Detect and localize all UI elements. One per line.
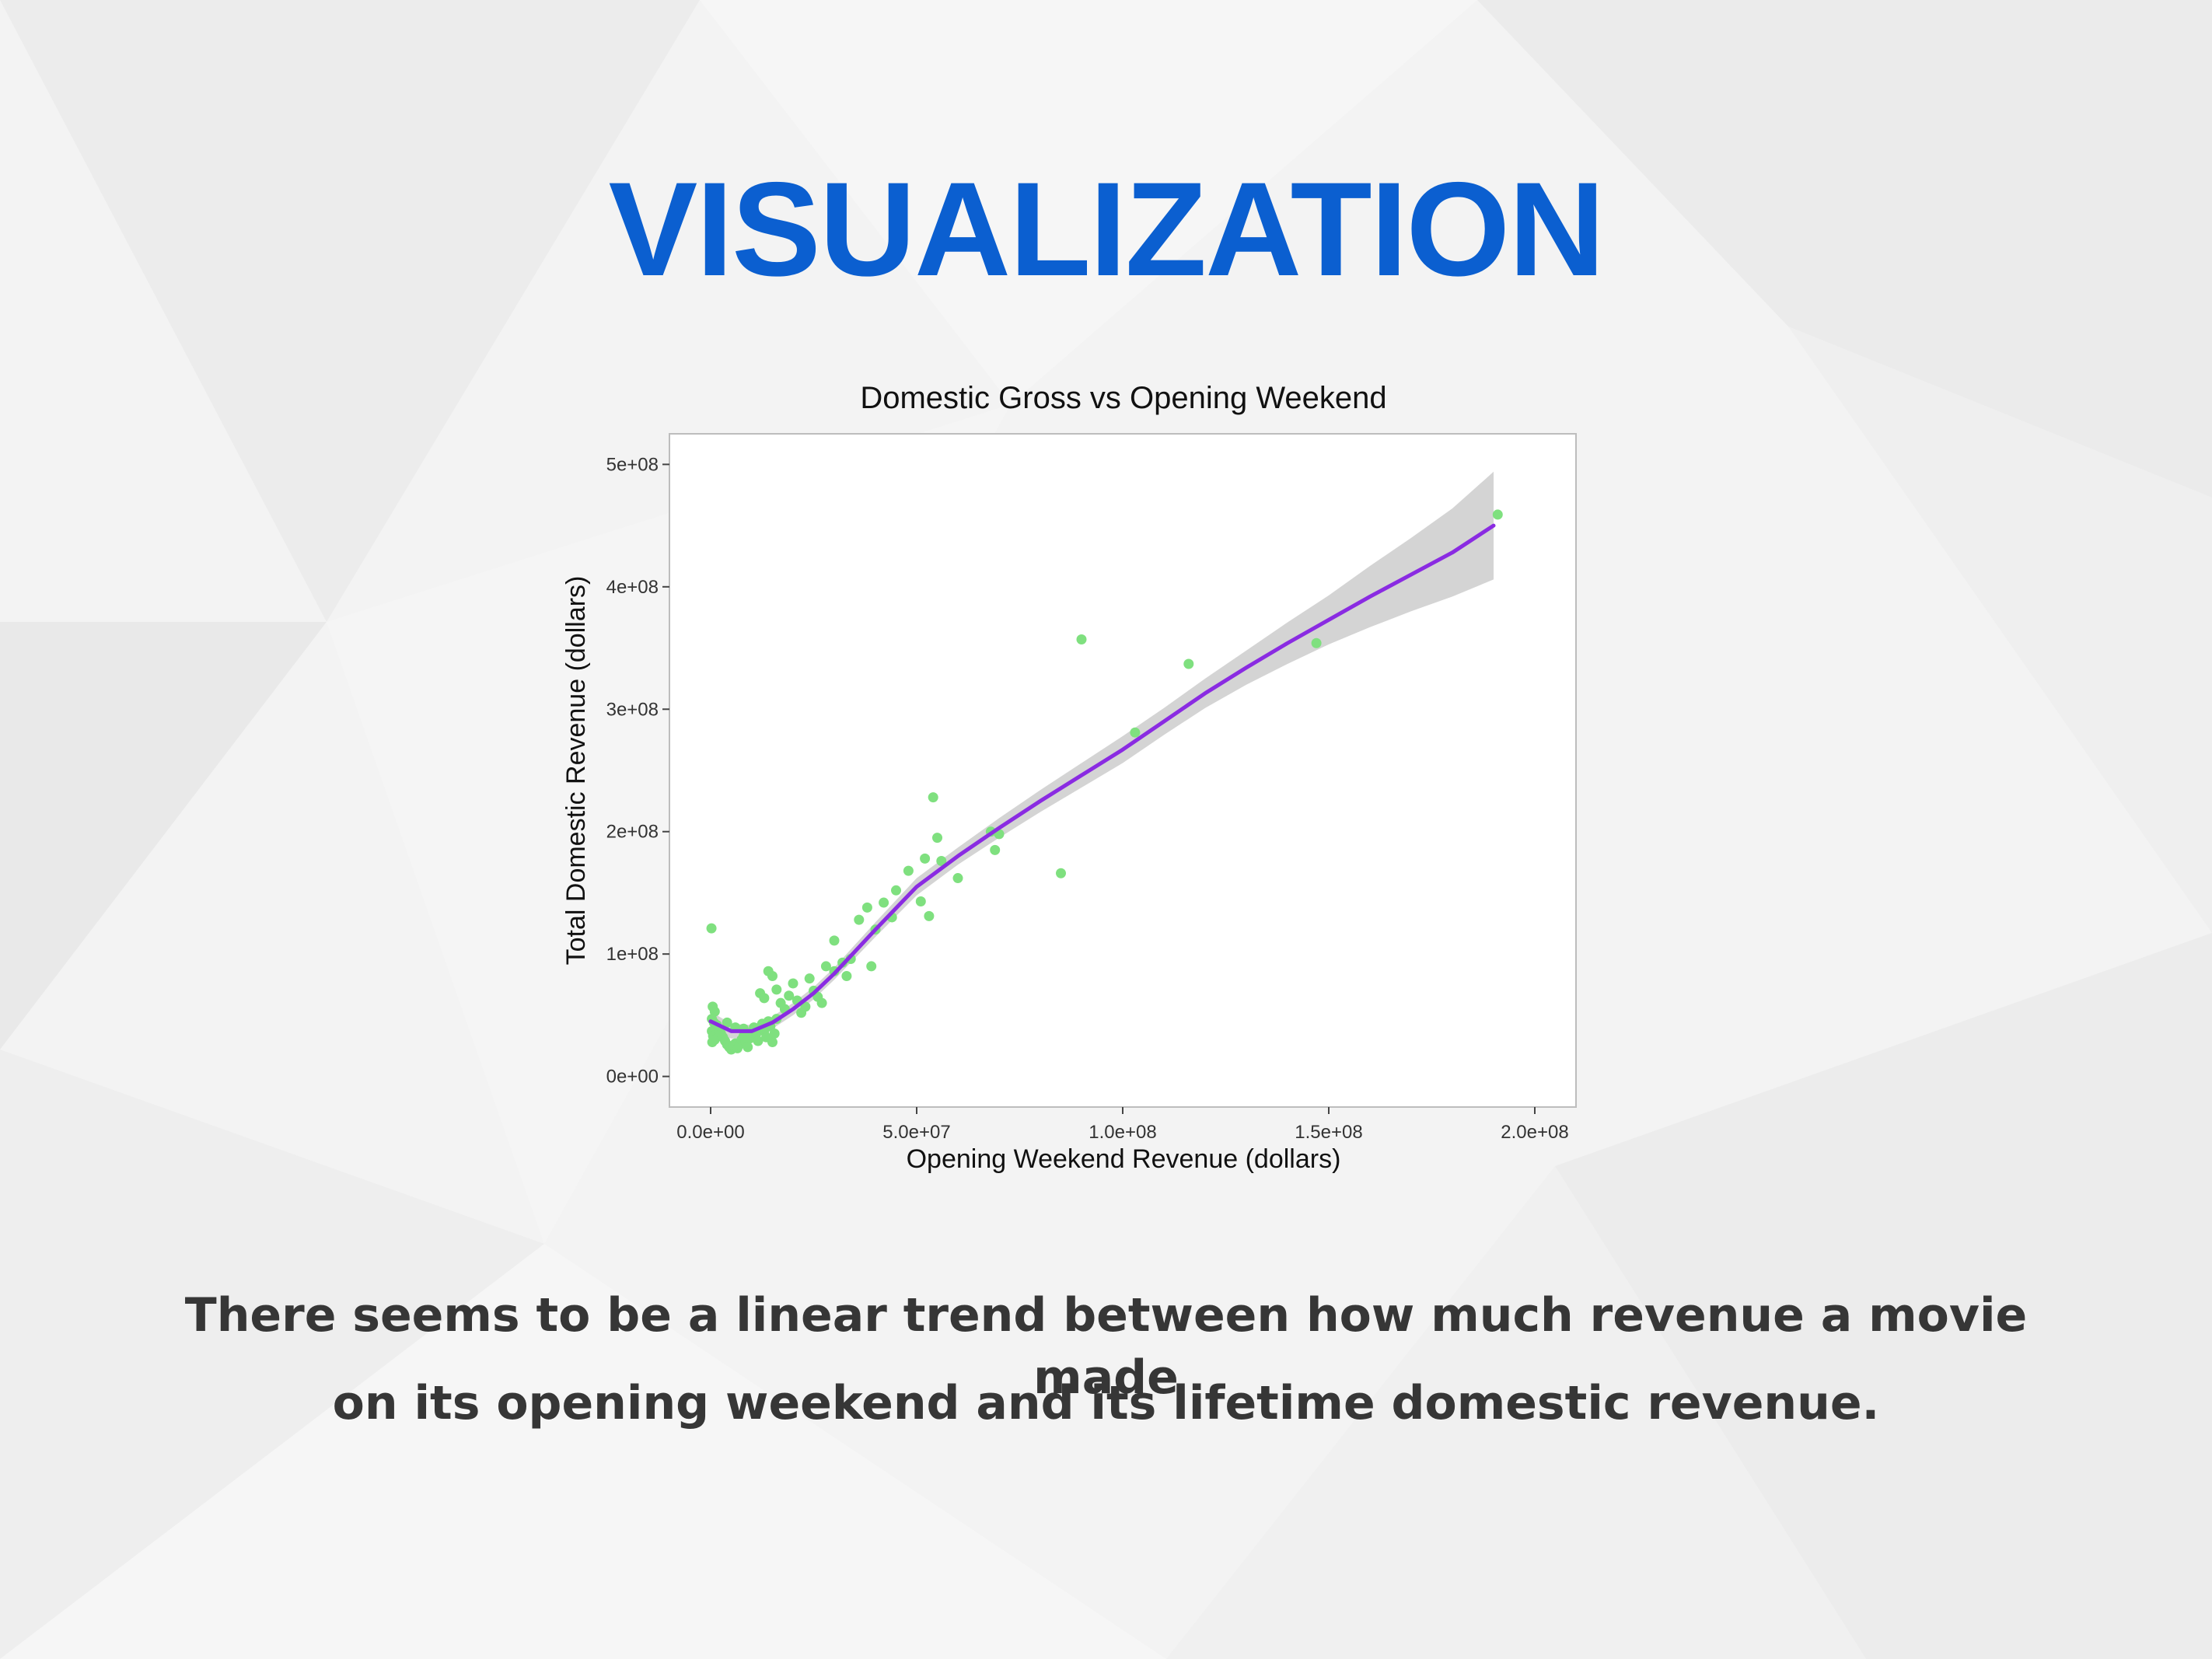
data-point <box>915 896 926 906</box>
data-point <box>928 792 938 803</box>
data-point <box>879 897 889 908</box>
data-point <box>753 1036 764 1046</box>
data-point <box>866 961 877 972</box>
data-point <box>820 961 831 972</box>
data-point <box>936 856 947 867</box>
data-point <box>990 844 1001 855</box>
y-axis-ticks: 0e+00 1e+08 2e+08 3e+08 4e+08 5e+08 <box>606 454 669 1088</box>
data-point <box>1311 637 1322 648</box>
data-point <box>1492 509 1503 520</box>
data-point <box>722 1017 732 1028</box>
data-point <box>707 1037 718 1048</box>
data-point <box>932 833 942 843</box>
data-point <box>804 973 815 984</box>
data-point <box>829 935 840 946</box>
data-point <box>784 990 795 1001</box>
data-point <box>841 971 852 982</box>
data-point <box>903 865 914 876</box>
chart-title: Domestic Gross vs Opening Weekend <box>860 381 1386 415</box>
data-point <box>1130 727 1141 738</box>
data-point <box>952 873 963 884</box>
data-point <box>1056 868 1066 878</box>
x-tick-label: 2.0e+08 <box>1501 1122 1568 1143</box>
y-tick-label: 3e+08 <box>606 699 659 720</box>
y-tick-label: 1e+08 <box>606 944 659 965</box>
data-point <box>891 885 901 896</box>
x-axis-ticks: 0.0e+00 5.0e+07 1.0e+08 1.5e+08 2.0e+08 <box>676 1107 1569 1143</box>
data-point <box>924 910 935 921</box>
y-tick-label: 2e+08 <box>606 822 659 843</box>
y-tick-label: 0e+00 <box>606 1067 659 1088</box>
trend-line <box>708 523 1496 1033</box>
trend-line-layer <box>708 523 1496 1033</box>
data-point <box>800 1001 811 1012</box>
x-tick-label: 1.0e+08 <box>1089 1122 1156 1143</box>
slide-title: VISUALIZATION <box>608 155 1606 304</box>
data-point <box>767 1037 778 1048</box>
y-tick-label: 4e+08 <box>606 577 659 598</box>
data-point <box>706 923 717 934</box>
data-point <box>771 984 782 995</box>
scatter-chart: Domestic Gross vs Opening Weekend 0.0e+0… <box>561 381 1577 1174</box>
data-point <box>854 914 865 925</box>
data-point <box>920 853 931 864</box>
x-tick-label: 5.0e+07 <box>882 1122 950 1143</box>
data-point <box>767 971 778 982</box>
data-point <box>1076 634 1087 645</box>
data-point <box>743 1042 753 1053</box>
data-point <box>816 997 827 1008</box>
x-tick-label: 0.0e+00 <box>676 1122 744 1143</box>
y-axis-label: Total Domestic Revenue (dollars) <box>561 576 591 966</box>
data-point <box>759 993 770 1004</box>
y-tick-label: 5e+08 <box>606 454 659 475</box>
data-point <box>788 978 798 989</box>
x-tick-label: 1.5e+08 <box>1295 1122 1362 1143</box>
data-point <box>861 902 872 913</box>
data-point <box>1183 658 1194 669</box>
caption-line-2: on its opening weekend and its lifetime … <box>332 1376 1880 1430</box>
caption-line-1: There seems to be a linear trend between… <box>184 1288 2028 1405</box>
x-axis-label: Opening Weekend Revenue (dollars) <box>907 1144 1341 1174</box>
data-point <box>769 1029 780 1039</box>
